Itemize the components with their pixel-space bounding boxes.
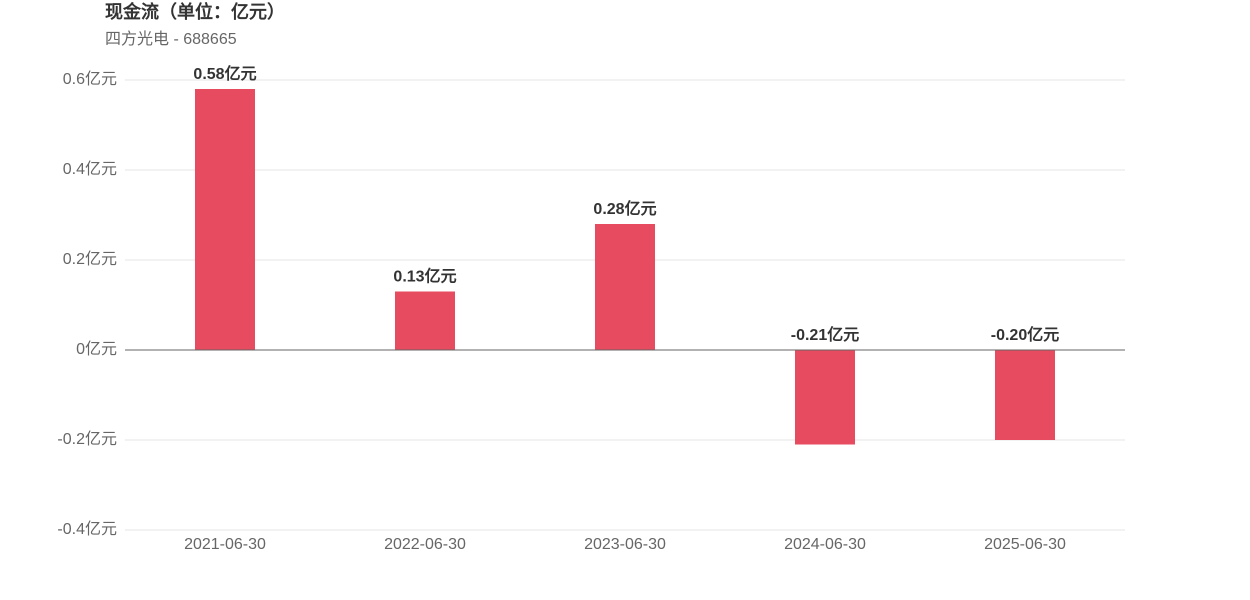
y-tick-label: -0.2亿元 <box>57 430 117 448</box>
x-tick-label: 2023-06-30 <box>584 536 666 553</box>
x-tick-label: 2025-06-30 <box>984 536 1066 553</box>
data-label: -0.21亿元 <box>791 325 859 344</box>
data-label: -0.20亿元 <box>991 325 1059 344</box>
data-label: 0.28亿元 <box>593 199 656 218</box>
x-tick-label: 2022-06-30 <box>384 536 466 553</box>
x-tick-label: 2021-06-30 <box>184 536 266 553</box>
x-tick-label: 2024-06-30 <box>784 536 866 553</box>
data-label: 0.13亿元 <box>393 267 456 286</box>
y-tick-label: 0.6亿元 <box>63 70 117 88</box>
y-tick-label: 0.4亿元 <box>63 160 117 178</box>
bar <box>395 291 455 350</box>
bar <box>595 224 655 350</box>
y-tick-label: 0.2亿元 <box>63 250 117 268</box>
bar <box>995 350 1055 440</box>
data-label: 0.58亿元 <box>193 64 256 83</box>
y-tick-label: -0.4亿元 <box>57 520 117 538</box>
bar <box>195 89 255 350</box>
y-tick-label: 0亿元 <box>76 340 117 358</box>
bar <box>795 350 855 445</box>
chart-subtitle: 四方光电 - 688665 <box>105 30 237 48</box>
chart-title: 现金流（单位：亿元） <box>105 1 285 22</box>
